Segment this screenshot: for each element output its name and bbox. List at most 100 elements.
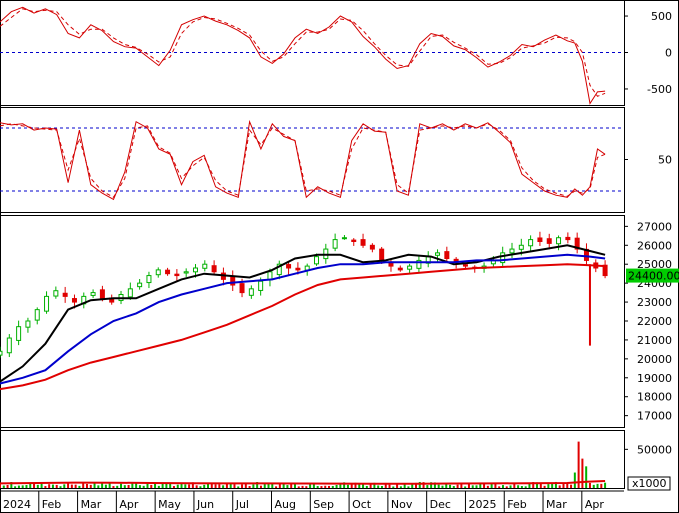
macd-y-tick-label: -500 xyxy=(647,83,672,96)
volume-bar xyxy=(475,485,478,488)
volume-bar xyxy=(365,485,368,488)
stochastic-panel-border xyxy=(0,107,625,213)
price-y-tick-label: 22000 xyxy=(637,315,672,328)
volume-bar xyxy=(498,486,501,488)
volume-bar xyxy=(483,482,486,488)
volume-bar xyxy=(339,484,342,488)
volume-bar xyxy=(449,484,452,488)
volume-bar xyxy=(271,483,274,488)
candle-body xyxy=(53,290,59,297)
stochastic-y-tick-label: 50 xyxy=(658,154,672,167)
candle-body xyxy=(556,237,562,245)
volume-bar xyxy=(44,486,47,488)
volume-bar xyxy=(222,485,225,488)
volume-bar xyxy=(74,484,77,488)
volume-bar xyxy=(101,482,104,488)
volume-bar xyxy=(135,482,138,488)
candle-body xyxy=(351,239,357,242)
volume-bar xyxy=(267,482,270,488)
volume-bar xyxy=(358,483,361,488)
macd-series-line-0 xyxy=(0,6,606,105)
volume-bar xyxy=(120,483,123,488)
volume-bar xyxy=(142,485,145,488)
volume-bar xyxy=(233,484,236,488)
candle-body xyxy=(6,337,12,354)
candle-body xyxy=(509,248,515,254)
candle-body xyxy=(34,309,40,321)
candle-body xyxy=(127,288,133,298)
candle-body xyxy=(202,263,208,269)
volume-bar xyxy=(78,485,81,488)
volume-bar xyxy=(63,484,66,488)
volume-bar xyxy=(324,485,327,488)
volume-bar xyxy=(172,486,175,488)
volume-bar xyxy=(93,483,96,488)
volume-bar xyxy=(51,484,54,488)
volume-bar xyxy=(33,482,36,488)
volume-bar xyxy=(445,483,448,488)
volume-bar xyxy=(0,483,1,488)
candle-body xyxy=(546,238,552,244)
candle-body xyxy=(416,259,422,269)
volume-bar xyxy=(354,482,357,488)
volume-bar xyxy=(191,482,194,488)
volume-bar xyxy=(263,482,266,488)
volume-bar xyxy=(547,484,550,488)
volume-bar xyxy=(70,484,73,488)
volume-bar xyxy=(486,485,489,488)
x-tick-label: Aug xyxy=(275,498,296,511)
x-tick-label: Oct xyxy=(352,498,372,511)
volume-bar xyxy=(146,481,149,488)
volume-bar xyxy=(241,484,244,488)
volume-bar xyxy=(422,482,425,488)
volume-bar xyxy=(513,483,516,488)
volume-bar xyxy=(176,484,179,488)
volume-bar xyxy=(460,484,463,488)
last-price-label: 24400.00 xyxy=(628,270,679,283)
volume-bar xyxy=(562,483,565,488)
price-y-tick-label: 20000 xyxy=(637,353,672,366)
candle-body xyxy=(574,237,580,250)
volume-bar xyxy=(40,482,43,488)
candle-body xyxy=(295,267,301,271)
price-y-tick-label: 17000 xyxy=(637,410,672,423)
volume-bar xyxy=(150,484,153,488)
x-tick-label: Apr xyxy=(585,498,605,511)
volume-bar xyxy=(59,486,62,488)
candle-body xyxy=(137,282,143,288)
volume-bar xyxy=(169,483,172,488)
volume-bar xyxy=(566,482,569,488)
volume-bar xyxy=(2,485,5,488)
volume-bar xyxy=(248,486,251,488)
volume-bar xyxy=(350,484,353,488)
candle-body xyxy=(462,264,468,267)
candle-body xyxy=(99,289,105,299)
volume-bar xyxy=(592,484,595,488)
candle-body xyxy=(500,252,506,264)
price-y-tick-label: 18000 xyxy=(637,391,672,404)
stochastic-series-line-0 xyxy=(0,119,606,201)
price-y-tick-label: 21000 xyxy=(637,334,672,347)
candle-body xyxy=(528,239,534,247)
volume-bar xyxy=(346,484,349,488)
volume-bar xyxy=(154,483,157,488)
volume-bar xyxy=(430,482,433,488)
candle-body xyxy=(25,320,31,328)
volume-bar xyxy=(116,485,119,488)
volume-bar xyxy=(403,484,406,488)
chart-labels: 5000-50050270002600025000240002300022000… xyxy=(0,10,679,512)
volume-bar xyxy=(312,484,315,488)
volume-bar xyxy=(392,486,395,488)
volume-bar xyxy=(388,484,391,488)
volume-bar xyxy=(214,484,217,488)
volume-bar xyxy=(501,485,504,488)
volume-bar xyxy=(188,484,191,488)
price-series-line-2 xyxy=(0,263,606,391)
volume-bar xyxy=(161,482,164,488)
candle-body xyxy=(379,248,385,261)
candle-body xyxy=(537,237,543,243)
volume-bar xyxy=(85,483,88,488)
x-tick-label: Sep xyxy=(313,498,334,511)
volume-bar xyxy=(48,484,51,488)
stochastic-series-line-1 xyxy=(0,123,606,198)
